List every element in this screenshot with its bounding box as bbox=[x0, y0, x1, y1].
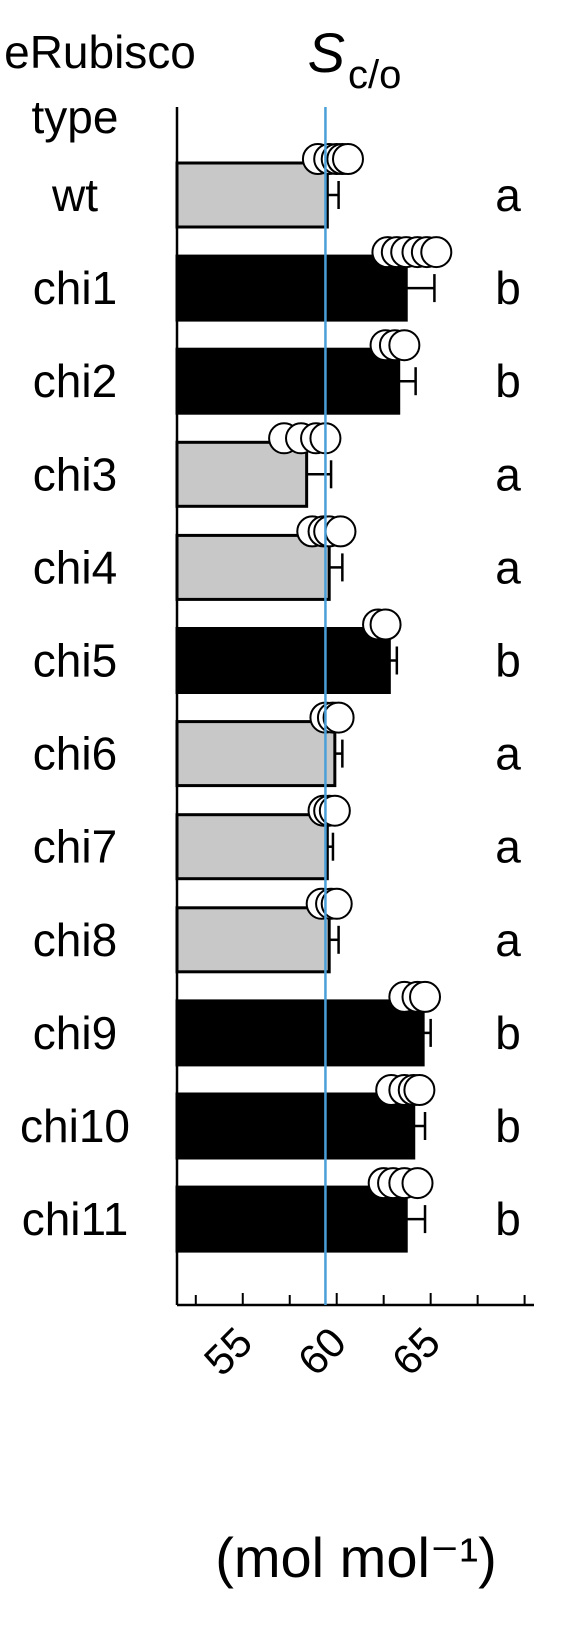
group-letter: b bbox=[495, 1100, 521, 1152]
group-letter: b bbox=[495, 355, 521, 407]
group-letter: a bbox=[495, 169, 521, 221]
replicate-point bbox=[331, 143, 364, 175]
group-letter: a bbox=[495, 541, 521, 593]
category-label: chi11 bbox=[22, 1193, 129, 1245]
category-label: chi5 bbox=[33, 635, 117, 687]
category-label: chi4 bbox=[33, 541, 117, 593]
bar bbox=[175, 533, 331, 601]
x-tick-label: 55 bbox=[195, 1318, 261, 1384]
replicate-point bbox=[420, 236, 453, 269]
bar bbox=[175, 627, 391, 694]
category-label: chi1 bbox=[33, 262, 117, 314]
category-label: wt bbox=[51, 169, 98, 221]
replicate-point bbox=[388, 329, 421, 362]
category-label: chi9 bbox=[33, 1007, 117, 1059]
category-axis-title-line2: type bbox=[32, 91, 119, 143]
bar bbox=[175, 1092, 416, 1160]
x-tick-label: 65 bbox=[383, 1318, 449, 1384]
bar bbox=[175, 720, 337, 788]
category-label: chi7 bbox=[33, 821, 117, 873]
bar bbox=[175, 906, 331, 974]
bar bbox=[175, 999, 425, 1067]
chart-title: S c/o bbox=[308, 21, 402, 97]
x-axis-title: (mol mol⁻¹) bbox=[215, 1526, 497, 1589]
plot-area: 55 60 65 wt a chi1 b chi2 b chi3 a chi4 a chi5 b chi6 a c… bbox=[20, 107, 534, 1384]
bar bbox=[175, 813, 329, 881]
replicate-point bbox=[318, 794, 351, 827]
x-tick-label: 60 bbox=[289, 1318, 355, 1384]
replicate-point bbox=[324, 515, 357, 548]
svg-text:S: S bbox=[308, 21, 345, 84]
svg-text:c/o: c/o bbox=[348, 53, 401, 97]
replicate-point bbox=[403, 1074, 436, 1106]
category-label: chi2 bbox=[33, 355, 117, 407]
replicate-point bbox=[320, 887, 353, 920]
category-label: chi10 bbox=[20, 1100, 130, 1152]
group-letter: a bbox=[495, 448, 521, 500]
bar bbox=[175, 161, 329, 229]
replicate-point bbox=[401, 1167, 434, 1200]
category-label: chi6 bbox=[33, 728, 117, 780]
replicate-point bbox=[409, 980, 442, 1013]
replicate-point bbox=[322, 701, 355, 734]
group-letter: a bbox=[495, 914, 521, 966]
group-letter: b bbox=[495, 635, 521, 687]
category-label: chi3 bbox=[33, 448, 117, 500]
group-letter: b bbox=[495, 262, 521, 314]
group-letter: a bbox=[495, 821, 521, 873]
bar bbox=[175, 347, 401, 415]
group-letter: b bbox=[495, 1193, 521, 1245]
category-axis-title-line1: eRubisco bbox=[4, 26, 196, 78]
group-letter: a bbox=[495, 728, 521, 780]
group-letter: b bbox=[495, 1007, 521, 1059]
bar bbox=[175, 254, 408, 322]
bar bbox=[175, 1185, 408, 1253]
category-label: chi8 bbox=[33, 914, 117, 966]
replicate-point bbox=[369, 608, 402, 641]
